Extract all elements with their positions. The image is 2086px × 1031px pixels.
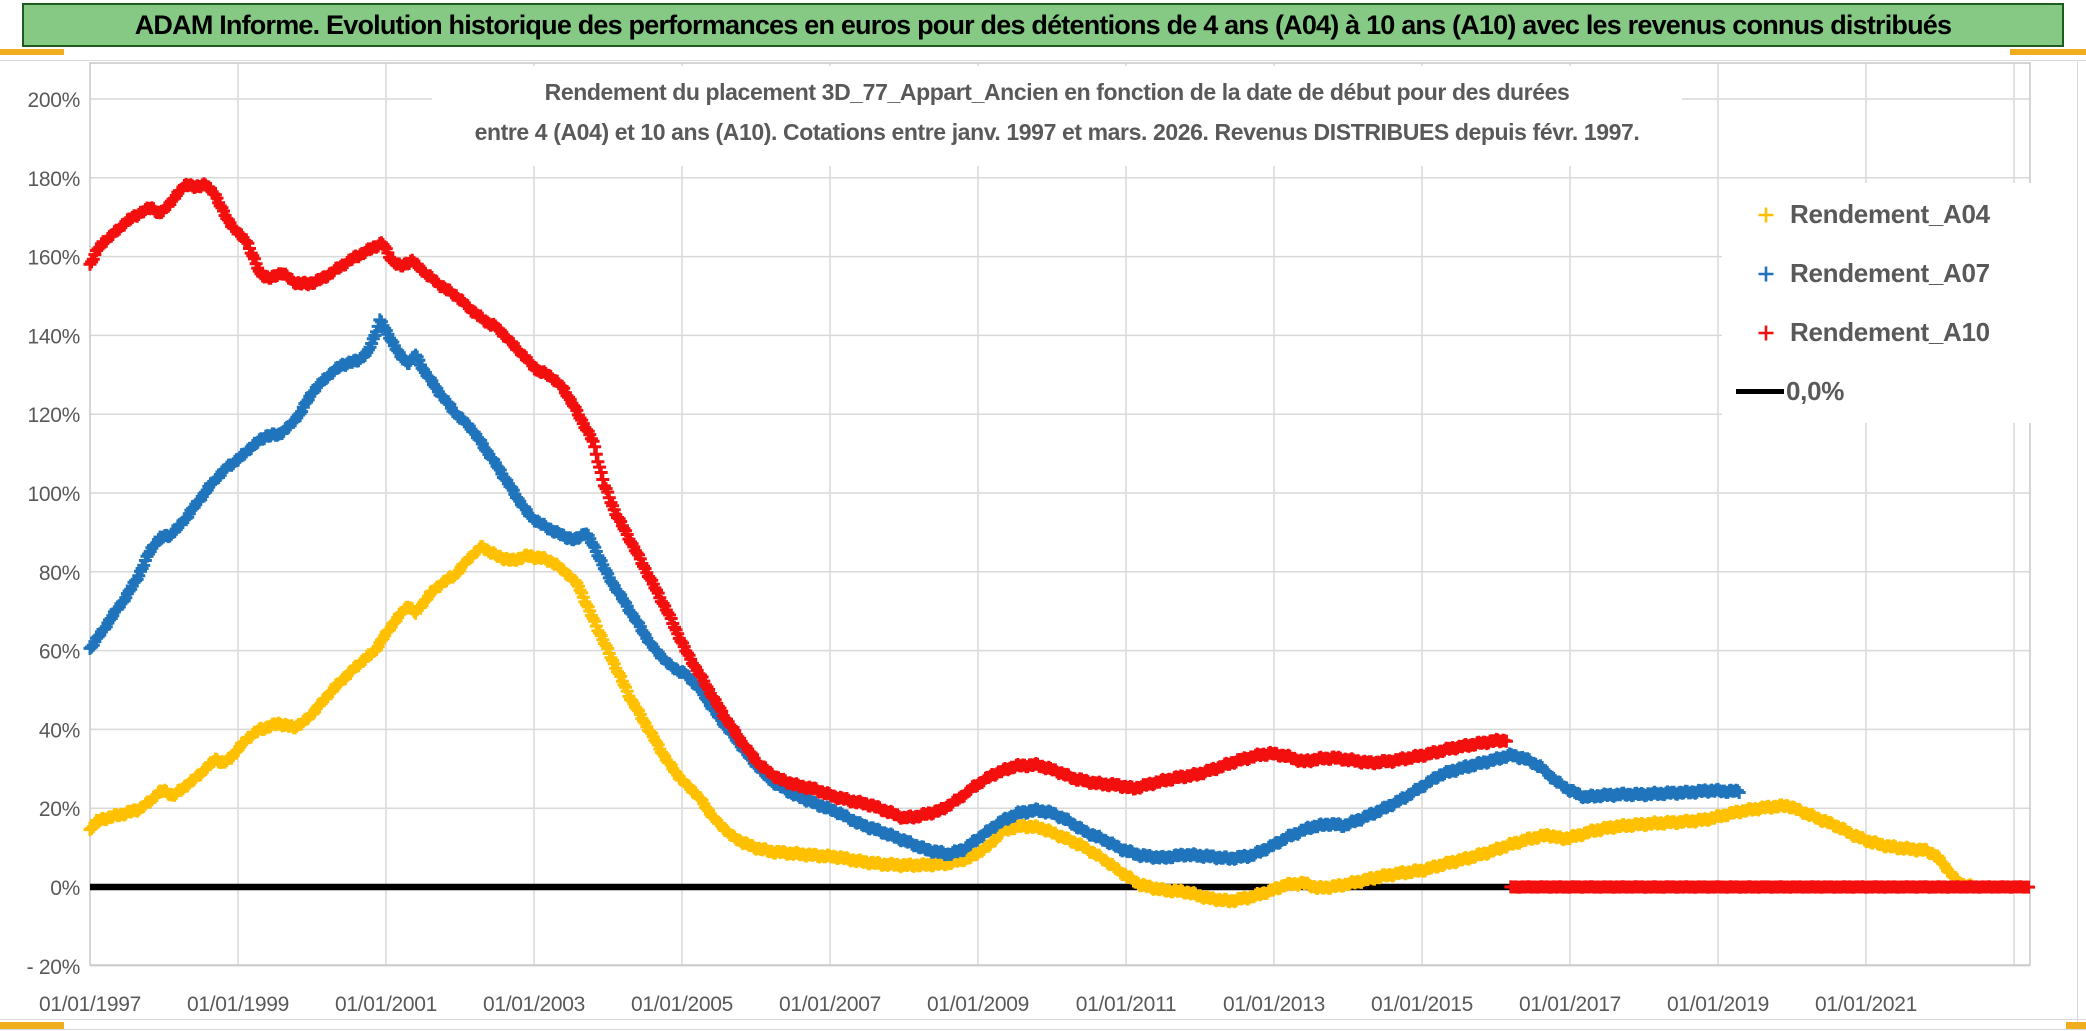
- gold-accent-bottom-left: [0, 1022, 64, 1029]
- x-tick-label: 01/01/2015: [1371, 993, 1473, 1016]
- legend-label: Rendement_A07: [1790, 258, 1990, 288]
- series-rendement_a07: [83, 313, 1746, 866]
- chart-legend: Rendement_A04 Rendement_A07 Rendement_A1…: [1722, 183, 2074, 423]
- x-tick-label: 01/01/1999: [187, 993, 289, 1016]
- y-tick-label: 20%: [39, 798, 80, 821]
- y-tick-label: 80%: [39, 562, 80, 585]
- x-tick-label: 01/01/2001: [335, 993, 437, 1016]
- x-tick-label: 01/01/2003: [483, 993, 585, 1016]
- plus-marker-icon: [1744, 205, 1788, 225]
- sheet-bottom-border: [0, 1029, 2086, 1030]
- zero-line-icon: [1736, 389, 1784, 394]
- legend-item-rendement-a10[interactable]: Rendement_A10: [1722, 303, 2074, 362]
- window-right-border: [2077, 62, 2078, 1029]
- chart-title: Rendement du placement 3D_77_Appart_Anci…: [432, 66, 1682, 166]
- plot-border: [89, 62, 2031, 966]
- y-tick-label: 160%: [27, 247, 80, 270]
- x-tick-label: 01/01/2021: [1815, 993, 1917, 1016]
- plus-marker-icon: [1744, 264, 1788, 284]
- x-tick-label: 01/01/2013: [1223, 993, 1325, 1016]
- y-tick-label: 40%: [39, 719, 80, 742]
- x-tick-label: 01/01/2019: [1667, 993, 1769, 1016]
- legend-item-rendement-a07[interactable]: Rendement_A07: [1722, 244, 2074, 303]
- x-tick-label: 01/01/2017: [1519, 993, 1621, 1016]
- gold-accent-bottom-right: [2066, 1022, 2086, 1029]
- legend-item-rendement-a04[interactable]: Rendement_A04: [1722, 185, 2074, 244]
- y-tick-label: 100%: [27, 483, 80, 506]
- plus-marker-icon: [1744, 323, 1788, 343]
- legend-label: Rendement_A04: [1790, 199, 1990, 229]
- chart-title-line2: entre 4 (A04) et 10 ans (A10). Cotations…: [474, 119, 1640, 145]
- y-tick-label: 140%: [27, 325, 80, 348]
- gold-accent-top-left: [0, 49, 64, 55]
- y-tick-label: 180%: [27, 168, 80, 191]
- x-tick-label: 01/01/1997: [39, 993, 141, 1016]
- x-tick-label: 01/01/2007: [779, 993, 881, 1016]
- banner-title: ADAM Informe. Evolution historique des p…: [22, 3, 2064, 47]
- x-tick-label: 01/01/2009: [927, 993, 1029, 1016]
- legend-item-zero-line[interactable]: 0,0%: [1722, 362, 2074, 421]
- legend-label: 0,0%: [1786, 376, 1845, 406]
- chart-title-line1: Rendement du placement 3D_77_Appart_Anci…: [544, 79, 1570, 105]
- chart-top-border: [0, 60, 2086, 61]
- y-tick-label: 0%: [50, 877, 80, 900]
- x-tick-label: 01/01/2011: [1076, 993, 1177, 1016]
- y-tick-label: - 20%: [27, 956, 80, 979]
- y-tick-label: 200%: [27, 89, 80, 112]
- gold-accent-top-right: [2010, 49, 2086, 55]
- x-tick-label: 01/01/2005: [631, 993, 733, 1016]
- legend-label: Rendement_A10: [1790, 317, 1990, 347]
- series-rendement_a10-zero-tail: [1504, 880, 2035, 894]
- series-rendement_a10: [83, 177, 1513, 825]
- chart-bottom-border: [0, 1019, 2086, 1020]
- y-tick-label: 120%: [27, 404, 80, 427]
- y-tick-label: 60%: [39, 641, 80, 664]
- series-rendement_a04: [83, 539, 1979, 909]
